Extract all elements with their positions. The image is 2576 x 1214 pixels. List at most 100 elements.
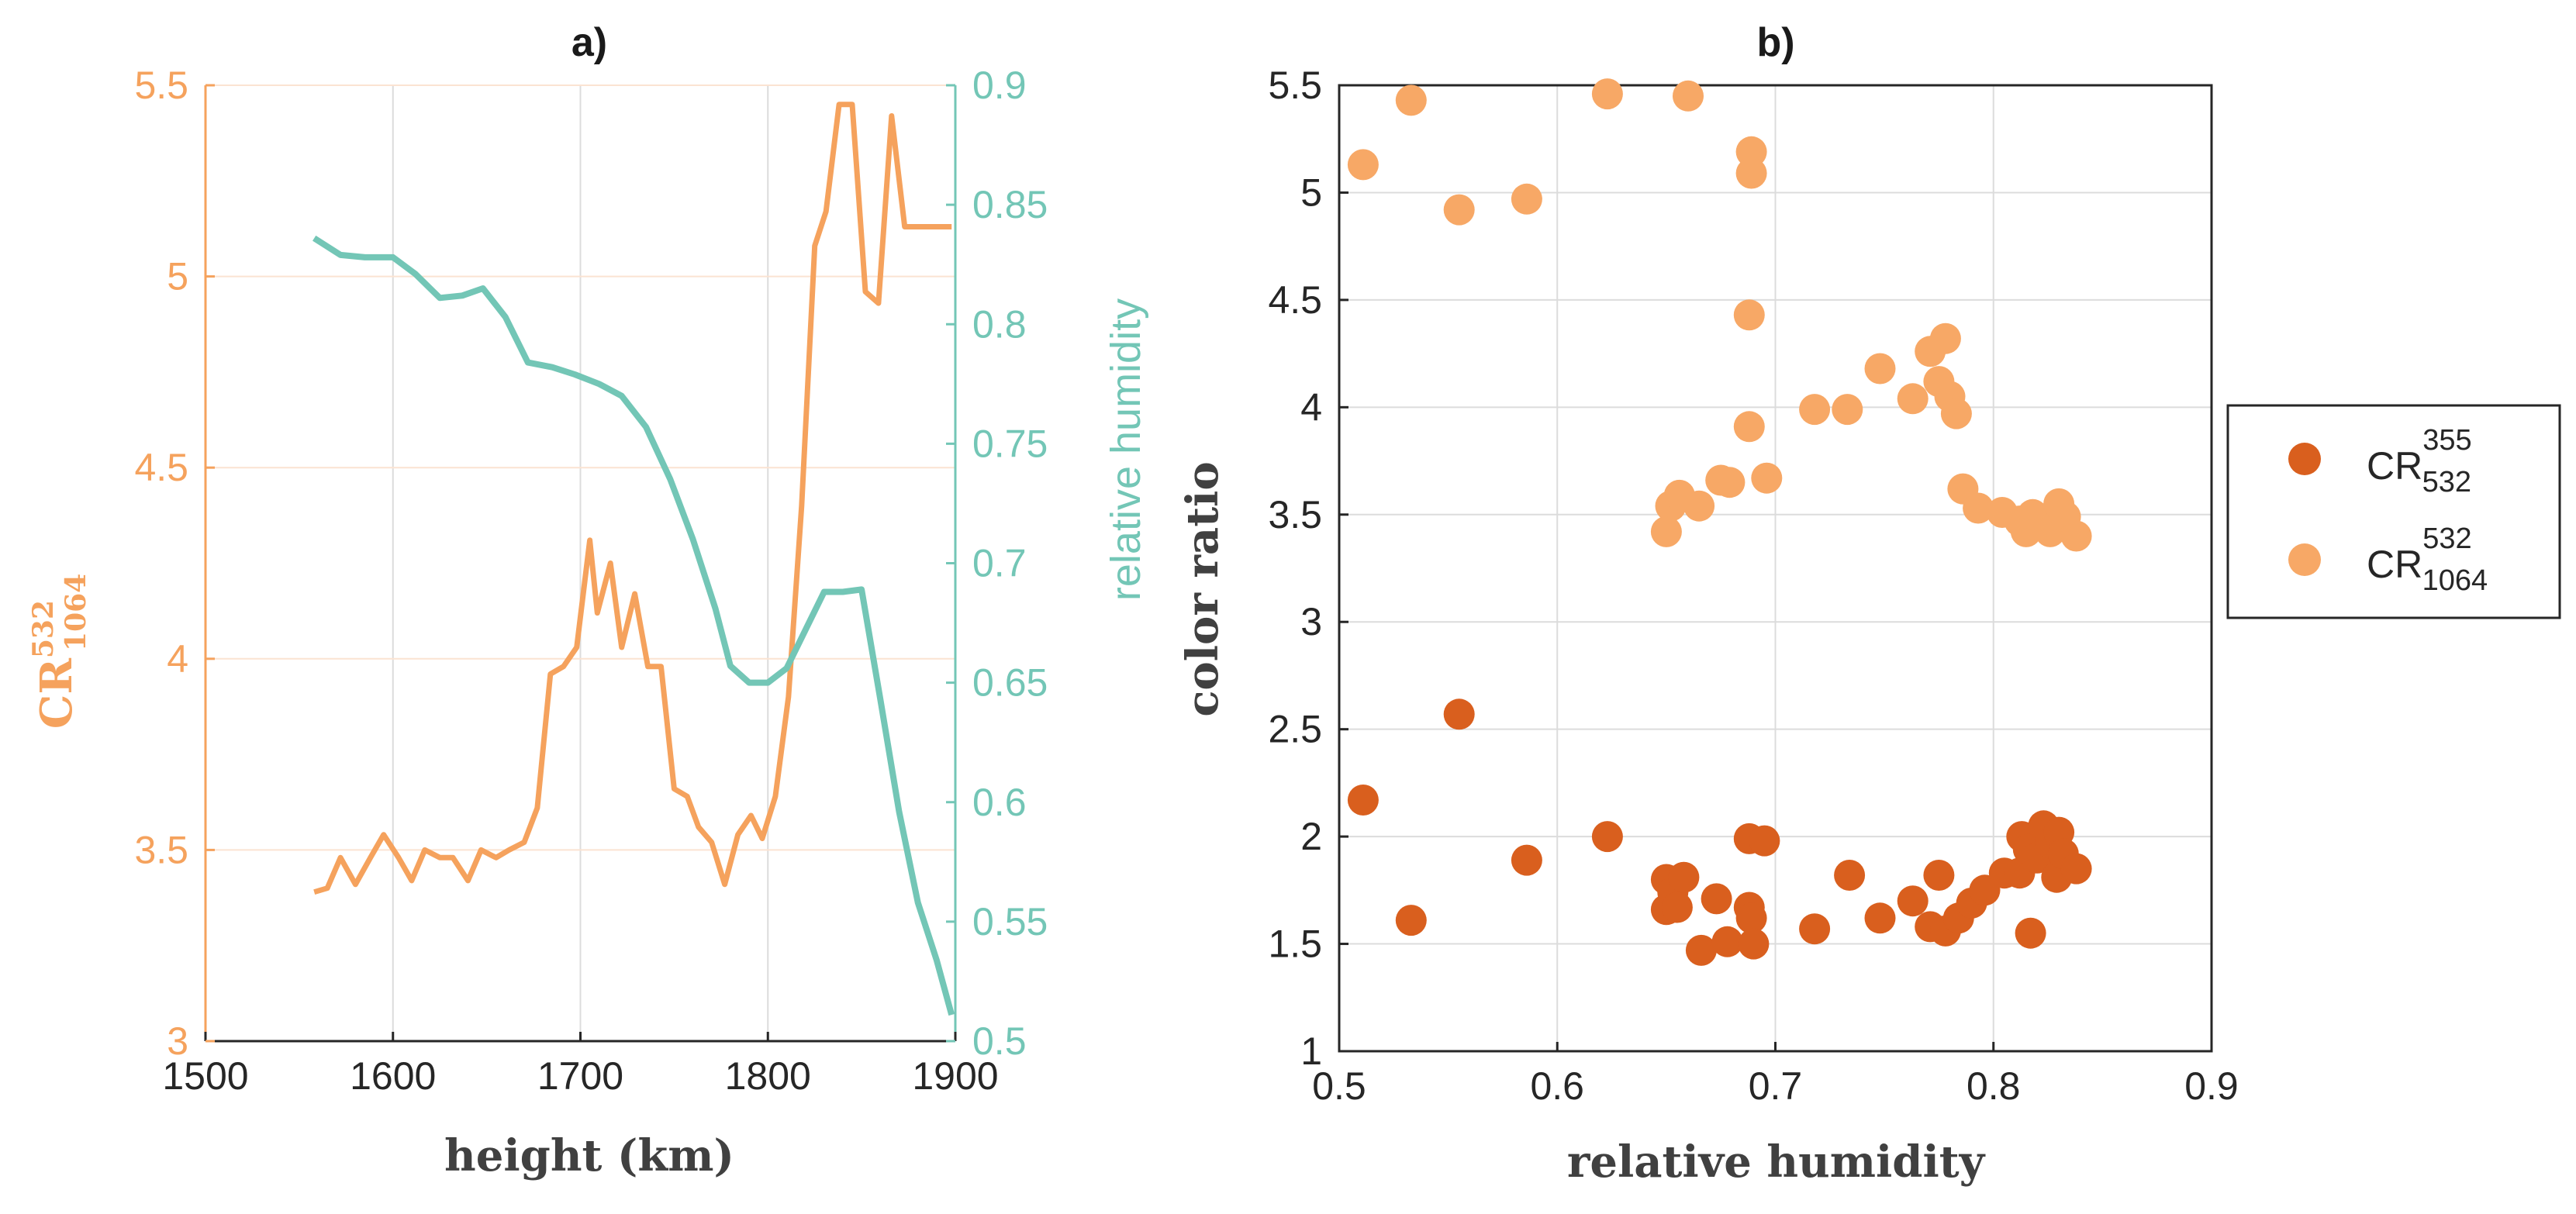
panel-b-y-tick-label: 2 [1300,815,1322,858]
relative-humidity-line [313,235,955,1016]
cr532-1064-point [1735,157,1767,189]
panel-a-left-y-axis-label: CR5321064 [27,574,92,729]
cr355-532-point [2060,853,2092,885]
cr532-1064-point [2060,520,2092,552]
cr532-1064-point [1733,411,1765,443]
panel-a-x-tick-label: 1500 [162,1054,248,1098]
cr532-1064-point [1673,80,1704,112]
cr355-532-point [1711,926,1743,957]
legend-marker-cr532-1064 [2288,543,2321,576]
panel-a-ticks: 1500 1600 1700 1800 1900 3 3.5 4 4.5 5 5.5 0.5 0.55 0… [134,64,1048,1098]
cr355-532-point [1897,885,1929,917]
panel-a-x-axis-label: height (km) [444,1130,734,1181]
legend: CR355 532 CR532 1064 [2226,404,2561,619]
cr355-532-point [1661,892,1693,923]
panel-a-right-y-tick-label: 0.5 [972,1019,1027,1063]
panel-b: 0.5 0.6 0.7 0.8 0.9 1 1.5 2 2.5 3 3.5 4 4.5 5 5.5 b) r… [1177,20,2561,1188]
panel-b-y-tick-label: 5 [1300,171,1322,214]
panel-a-right-y-tick-label: 0.85 [972,183,1048,226]
panel-a-x-tick-label: 1900 [912,1054,998,1098]
cr532-1064-point [1683,490,1715,522]
svg-text:CR5321064: CR5321064 [27,574,92,729]
cr355-532-point [1864,902,1896,934]
cr-1064-line [313,102,952,895]
panel-a-left-y-tick-label: 3.5 [134,828,188,871]
cr532-1064-point [1897,383,1929,415]
panel-b-y-tick-label: 1.5 [1268,923,1322,966]
legend-2-sub: 1064 [2422,564,2488,597]
panel-b-x-tick-label: 0.9 [2184,1064,2239,1108]
cr355-532-point [2015,917,2046,949]
cr532-1064-point [1443,194,1475,226]
cr532-1064-point [1864,353,1896,385]
cr355-532-point [1799,913,1831,945]
panel-a-x-tick-label: 1600 [350,1054,436,1098]
cr532-1064-point [1733,299,1765,331]
panel-a: 1500 1600 1700 1800 1900 3 3.5 4 4.5 5 5.5 0.5 0.55 0… [27,20,1149,1181]
legend-2-base: CR [2367,543,2422,586]
cr532-1064-point [1650,516,1682,547]
cr532-1064-point [1929,322,1961,354]
cr532-1064-point [1940,398,1972,429]
cr532-1064-point [1735,136,1767,167]
panel-b-x-tick-label: 0.5 [1312,1064,1366,1108]
panel-b-grid [1338,84,2212,1052]
cr532-1064-point [1347,149,1379,181]
legend-box [2226,404,2561,619]
panel-b-y-tick-label: 3.5 [1268,493,1322,536]
panel-a-grid [205,84,956,1042]
panel-a-title: a) [571,20,607,65]
panel-a-x-tick-label: 1800 [725,1054,811,1098]
cr355-532-point [1395,905,1427,936]
panel-a-left-y-tick-label: 4 [167,637,188,681]
legend-2-sup: 532 [2422,523,2471,555]
cr355-532-point [1685,934,1717,966]
cr355-532-point [1347,785,1379,816]
legend-marker-cr355-532 [2288,443,2321,475]
panel-b-points [1347,78,2092,966]
legend-1-sub: 532 [2422,466,2471,498]
panel-a-right-y-tick-label: 0.65 [972,661,1048,705]
panel-b-ticks: 0.5 0.6 0.7 0.8 0.9 1 1.5 2 2.5 3 3.5 4 4.5 5 5.5 [1268,64,2238,1108]
cr355-532-point [1923,860,1955,891]
legend-label-cr355-532: CR355 532 [2367,424,2472,498]
panel-b-x-tick-label: 0.7 [1749,1064,1803,1108]
panel-a-series [313,102,955,1016]
panel-b-y-tick-label: 1 [1300,1029,1322,1073]
panel-b-y-axis-label: color ratio [1177,461,1228,716]
panel-a-right-y-tick-label: 0.6 [972,781,1027,824]
panel-a-left-y-tick-label: 4.5 [134,446,188,489]
panel-a-x-tick-label: 1700 [537,1054,623,1098]
legend-1-sup: 355 [2422,424,2471,457]
cr532-1064-point [1511,183,1542,215]
cr355-532-point [1738,928,1770,960]
panel-a-left-y-tick-label: 3 [167,1019,188,1063]
panel-b-y-tick-label: 4 [1300,385,1322,429]
panel-a-right-y-axis-label: relative humidity [1103,298,1149,601]
cr355-532-point [1749,825,1780,857]
cr532-1064-point [1714,467,1746,498]
panel-b-title: b) [1756,20,1794,65]
panel-b-y-tick-label: 5.5 [1268,64,1322,107]
cr532-1064-point [1963,492,1994,524]
panel-a-left-y-tick-label: 5.5 [134,64,188,107]
cr532-1064-point [1799,394,1831,426]
legend-1-base: CR [2367,444,2422,488]
cr532-1064-point [1395,84,1427,116]
cr532-1064-point [1751,462,1783,494]
panel-a-right-y-tick-label: 0.9 [972,64,1027,107]
panel-b-y-tick-label: 4.5 [1268,278,1322,322]
cr355-532-point [1834,860,1866,891]
panel-a-right-y-tick-label: 0.8 [972,302,1027,346]
cr355-532-point [1443,698,1475,730]
cr355-532-point [1735,902,1767,934]
panel-b-y-tick-label: 3 [1300,600,1322,643]
panel-b-y-tick-label: 2.5 [1268,708,1322,751]
panel-b-x-tick-label: 0.8 [1967,1064,2021,1108]
panel-b-x-axis-label: relative humidity [1567,1136,1986,1188]
panel-a-right-y-tick-label: 0.55 [972,900,1048,943]
cr355-532-point [1701,883,1732,915]
panel-a-left-y-tick-label: 5 [167,255,188,298]
